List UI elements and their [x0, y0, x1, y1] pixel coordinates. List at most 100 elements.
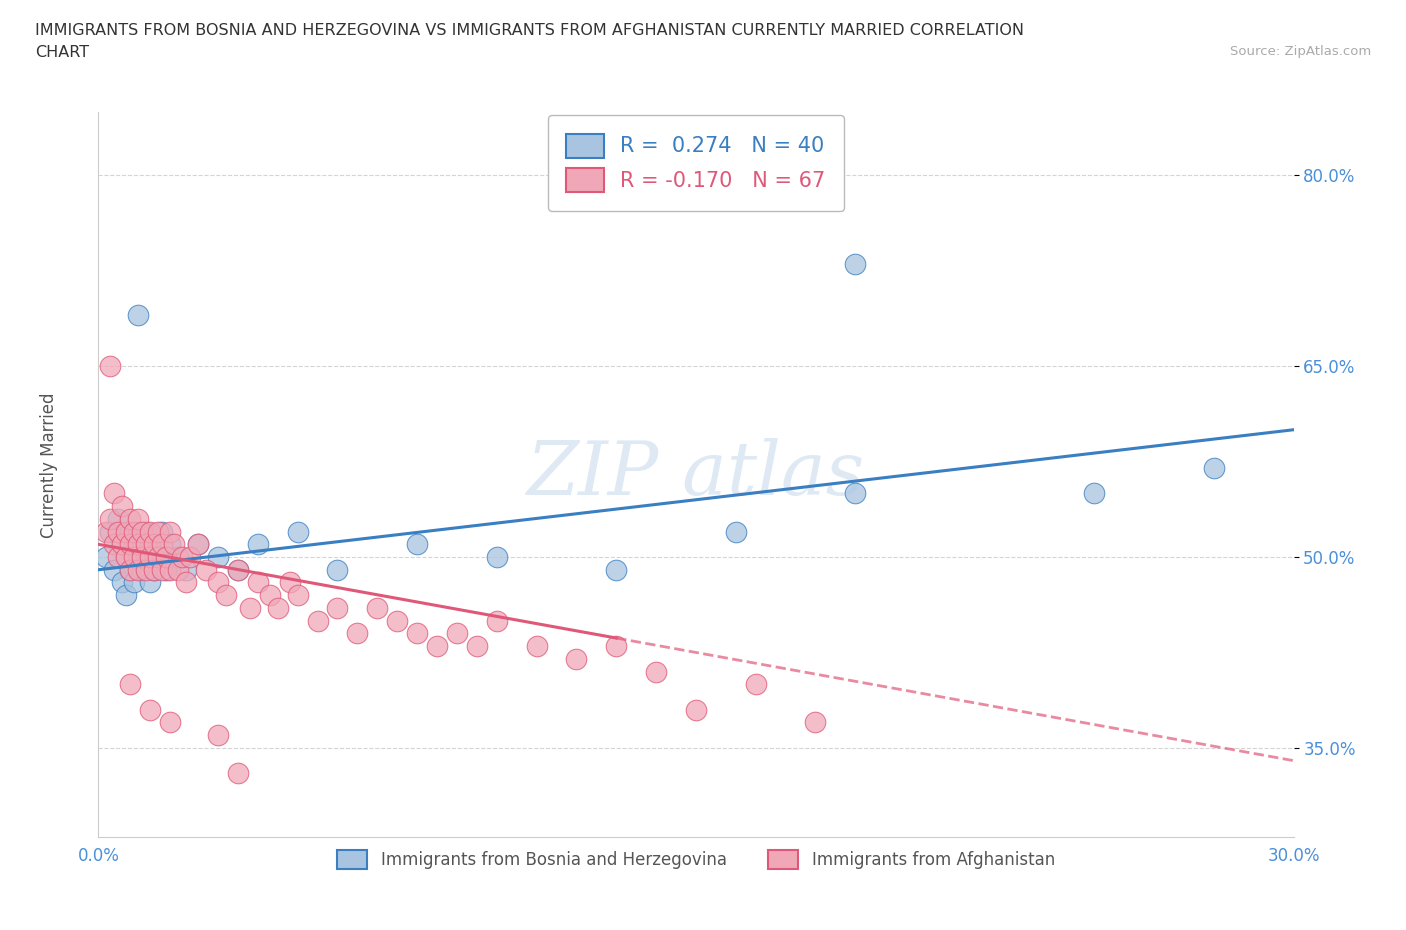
Point [1202, 460, 1225, 475]
Point [98, 359, 122, 374]
Point [120, 537, 142, 551]
Point [135, 525, 157, 539]
Point [139, 702, 162, 717]
Point [148, 525, 170, 539]
Point [844, 257, 866, 272]
Point [131, 563, 153, 578]
Point [163, 537, 186, 551]
Point [98, 525, 122, 539]
Point [107, 550, 129, 565]
Legend: Immigrants from Bosnia and Herzegovina, Immigrants from Afghanistan: Immigrants from Bosnia and Herzegovina, … [330, 844, 1062, 876]
Point [207, 575, 229, 590]
Point [115, 550, 138, 565]
Point [645, 664, 668, 679]
Point [605, 639, 627, 654]
Point [139, 575, 162, 590]
Point [485, 613, 508, 628]
Point [120, 525, 142, 539]
Point [135, 563, 157, 578]
Point [150, 525, 173, 539]
Point [485, 550, 508, 565]
Point [124, 550, 146, 565]
Point [179, 550, 201, 565]
Point [267, 601, 290, 616]
Point [565, 651, 588, 666]
Point [804, 715, 827, 730]
Point [127, 563, 149, 578]
Point [148, 550, 170, 565]
Point [685, 702, 707, 717]
Text: ZIP atlas: ZIP atlas [527, 438, 865, 511]
Point [139, 537, 162, 551]
Point [98, 512, 122, 526]
Point [1083, 486, 1105, 501]
Point [120, 563, 142, 578]
Point [745, 677, 768, 692]
Point [385, 613, 409, 628]
Point [226, 563, 249, 578]
Point [111, 537, 134, 551]
Point [346, 626, 368, 641]
Point [195, 563, 218, 578]
Point [131, 550, 153, 565]
Point [406, 537, 429, 551]
Point [107, 525, 129, 539]
Point [159, 525, 181, 539]
Point [150, 537, 173, 551]
Point [124, 575, 146, 590]
Point [127, 550, 149, 565]
Point [124, 537, 146, 551]
Point [155, 550, 177, 565]
Point [135, 537, 157, 551]
Point [103, 486, 125, 501]
Point [150, 563, 173, 578]
Point [187, 537, 209, 551]
Point [115, 525, 138, 539]
Point [844, 486, 866, 501]
Point [326, 601, 349, 616]
Point [148, 550, 170, 565]
Point [207, 728, 229, 743]
Point [215, 588, 238, 603]
Point [115, 588, 138, 603]
Point [326, 563, 349, 578]
Point [124, 525, 146, 539]
Point [446, 626, 468, 641]
Point [120, 512, 142, 526]
Point [605, 563, 627, 578]
Point [131, 537, 153, 551]
Point [139, 550, 162, 565]
Point [159, 563, 181, 578]
Point [111, 498, 134, 513]
Point [127, 525, 149, 539]
Point [287, 588, 309, 603]
Point [246, 537, 269, 551]
Point [159, 715, 181, 730]
Point [120, 677, 142, 692]
Point [406, 626, 429, 641]
Point [103, 563, 125, 578]
Point [724, 525, 747, 539]
Point [246, 575, 269, 590]
Point [120, 563, 142, 578]
Point [307, 613, 329, 628]
Point [526, 639, 548, 654]
Point [239, 601, 262, 616]
Point [159, 537, 181, 551]
Point [366, 601, 388, 616]
Point [174, 575, 197, 590]
Point [127, 308, 149, 323]
Point [226, 563, 249, 578]
Point [465, 639, 488, 654]
Point [287, 525, 309, 539]
Point [96, 525, 118, 539]
Point [207, 550, 229, 565]
Point [115, 550, 138, 565]
Point [127, 537, 149, 551]
Point [103, 537, 125, 551]
Point [143, 563, 166, 578]
Point [278, 575, 301, 590]
Point [174, 563, 197, 578]
Text: IMMIGRANTS FROM BOSNIA AND HERZEGOVINA VS IMMIGRANTS FROM AFGHANISTAN CURRENTLY : IMMIGRANTS FROM BOSNIA AND HERZEGOVINA V… [35, 23, 1024, 38]
Point [155, 563, 177, 578]
